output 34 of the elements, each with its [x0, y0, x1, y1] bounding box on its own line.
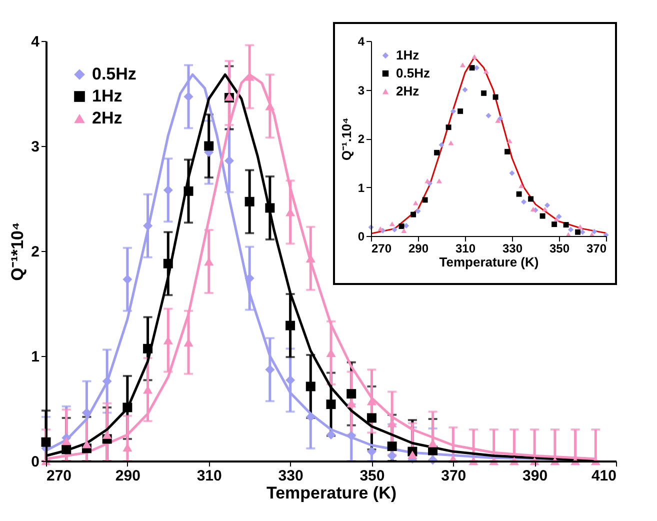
x-tick-label: 370	[586, 242, 607, 256]
x-tick-label: 330	[278, 468, 304, 484]
legend-label: 1Hz	[92, 86, 122, 106]
legend-label: 2Hz	[92, 108, 122, 128]
x-tick-label: 290	[115, 468, 140, 484]
y-tick-label: 1	[358, 180, 365, 195]
x-axis-title: Temperature (K)	[266, 484, 397, 502]
x-tick-label: 410	[591, 468, 616, 484]
y-tick-label: 3	[358, 83, 365, 98]
y-tick-label: 1	[31, 348, 40, 366]
x-tick-label: 270	[372, 242, 392, 256]
y-tick-label: 3	[31, 138, 40, 156]
x-tick-label: 310	[196, 468, 222, 484]
y-tick-label: 0	[358, 230, 365, 244]
y-axis-title: Q⁻¹*10⁴	[8, 222, 28, 281]
y-tick-label: 2	[358, 132, 365, 146]
x-tick-label: 270	[46, 468, 72, 484]
y-tick-label: 4	[358, 34, 365, 48]
x-tick-label: 390	[522, 468, 548, 484]
legend-label: 1Hz	[396, 48, 420, 62]
x-axis-title: Temperature (K)	[439, 254, 539, 270]
x-tick-label: 370	[441, 468, 466, 484]
y-tick-label: 2	[31, 244, 40, 260]
legend-label: 0.5Hz	[92, 64, 136, 84]
x-tick-label: 330	[502, 242, 523, 256]
x-tick-label: 290	[408, 242, 429, 256]
legend-label: 0.5Hz	[396, 66, 430, 80]
x-tick-label: 350	[549, 242, 570, 256]
y-axis-title: Q⁻¹.10⁴	[338, 118, 354, 160]
x-tick-label: 350	[360, 468, 385, 484]
legend-label: 2Hz	[396, 84, 420, 98]
x-tick-label: 310	[455, 242, 476, 256]
y-tick-label: 0	[31, 454, 40, 470]
y-tick-label: 4	[31, 34, 40, 50]
